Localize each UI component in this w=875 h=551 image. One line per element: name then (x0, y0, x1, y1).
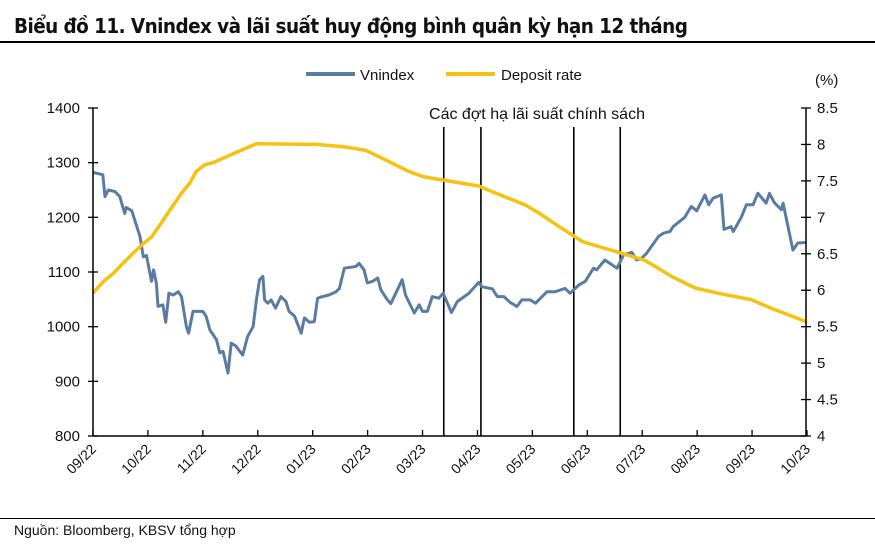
x-axis-tick-label: 03/23 (393, 441, 429, 477)
left-axis-tick-label: 1200 (47, 209, 80, 226)
x-axis-tick-label: 02/23 (338, 441, 374, 477)
left-axis-tick-label: 1400 (47, 100, 80, 117)
x-axis-tick-label: 09/22 (63, 441, 99, 477)
x-axis-tick-label: 10/22 (118, 441, 154, 477)
right-axis-unit: (%) (815, 72, 838, 89)
left-axis-tick-label: 1100 (48, 264, 80, 281)
x-axis-tick-label: 11/22 (174, 441, 210, 477)
policy-cut-annotation: Các đợt hạ lãi suất chính sách (429, 106, 645, 123)
x-axis-tick-label: 07/23 (612, 441, 648, 477)
left-axis-tick-label: 800 (55, 428, 80, 445)
legend-label-vnindex: Vnindex (360, 67, 415, 84)
x-axis-tick-label: 12/22 (228, 441, 264, 477)
right-axis-tick-label: 4 (817, 428, 825, 445)
right-axis-tick-label: 5.5 (817, 319, 838, 336)
x-axis-tick-label: 09/23 (722, 441, 758, 477)
source-note: Nguồn: Bloomberg, KBSV tổng hợp (14, 522, 236, 538)
x-axis-tick-label: 01/23 (283, 441, 319, 477)
left-axis-tick-label: 900 (55, 373, 80, 390)
right-axis-tick-label: 8 (817, 136, 825, 153)
x-axis-tick-label: 06/23 (557, 441, 593, 477)
chart-title: Biểu đồ 11. Vnindex và lãi suất huy động… (14, 14, 688, 38)
right-axis-tick-label: 6 (817, 282, 825, 299)
left-axis-tick-label: 1000 (47, 319, 80, 336)
series-line-deposit-rate (91, 141, 807, 324)
right-axis-tick-label: 4.5 (817, 392, 838, 409)
right-axis-tick-label: 8.5 (817, 100, 838, 117)
legend: Vnindex Deposit rate (306, 67, 582, 84)
x-axis-tick-label: 04/23 (447, 441, 483, 477)
right-axis-tick-label: 6.5 (817, 246, 838, 263)
x-axis-tick-label: 05/23 (502, 441, 538, 477)
series-line-vnindex (93, 171, 807, 375)
title-divider (0, 41, 875, 43)
x-axis-tick-label: 10/23 (777, 441, 813, 477)
right-axis-tick-label: 5 (817, 355, 825, 372)
x-axis-tick-label: 08/23 (667, 441, 703, 477)
right-axis-tick-label: 7.5 (817, 173, 838, 190)
footer-divider (0, 518, 875, 519)
right-axis-tick-label: 7 (817, 209, 825, 226)
left-axis-tick-label: 1300 (47, 155, 80, 172)
legend-label-deposit-rate: Deposit rate (501, 67, 582, 84)
